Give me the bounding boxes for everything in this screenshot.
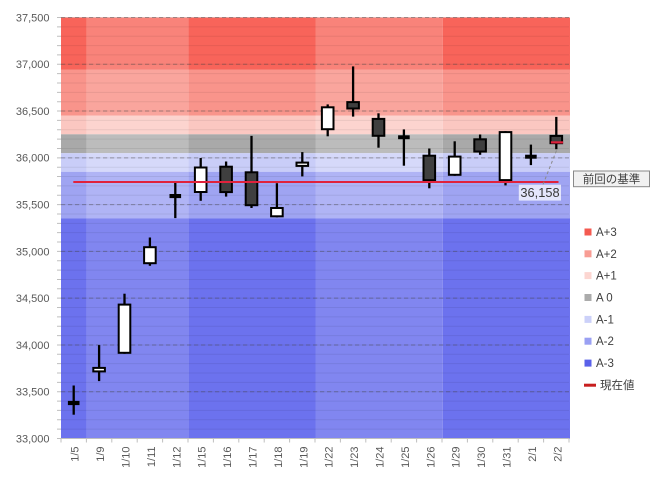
svg-text:1/15: 1/15 [197,447,209,468]
svg-text:A+2: A+2 [596,249,617,261]
svg-text:1/5: 1/5 [70,447,82,462]
svg-text:1/24: 1/24 [375,447,387,468]
svg-text:1/22: 1/22 [324,447,336,468]
svg-text:A-2: A-2 [596,336,614,348]
svg-text:37,500: 37,500 [16,12,50,24]
svg-text:37,000: 37,000 [16,59,50,71]
svg-text:1/31: 1/31 [502,447,514,468]
svg-text:35,500: 35,500 [16,200,50,212]
svg-text:1/17: 1/17 [248,447,260,468]
svg-text:1/25: 1/25 [400,447,412,468]
svg-text:A+3: A+3 [596,227,617,239]
svg-text:1/29: 1/29 [451,447,463,468]
svg-text:現在値: 現在値 [600,379,635,392]
svg-text:1/30: 1/30 [476,447,488,468]
svg-text:1/18: 1/18 [273,447,285,468]
svg-text:1/23: 1/23 [349,447,361,468]
svg-text:1/9: 1/9 [95,447,107,462]
svg-text:36,158: 36,158 [520,185,559,200]
svg-text:1/16: 1/16 [222,447,234,468]
svg-text:A 0: A 0 [596,293,613,305]
svg-text:A-3: A-3 [596,358,614,370]
svg-text:33,000: 33,000 [16,433,50,445]
svg-text:A-1: A-1 [596,314,614,326]
svg-text:1/26: 1/26 [425,447,437,468]
svg-text:34,000: 34,000 [16,340,50,352]
svg-text:36,500: 36,500 [16,106,50,118]
svg-text:1/10: 1/10 [121,447,133,468]
svg-text:A+1: A+1 [596,271,617,283]
svg-text:33,500: 33,500 [16,387,50,399]
svg-text:35,000: 35,000 [16,246,50,258]
svg-text:1/11: 1/11 [146,447,158,468]
svg-text:1/19: 1/19 [298,447,310,468]
svg-text:2/1: 2/1 [527,447,539,462]
svg-text:前回の基準: 前回の基準 [583,172,641,186]
svg-text:36,000: 36,000 [16,153,50,165]
svg-text:2/2: 2/2 [552,447,564,462]
svg-text:34,500: 34,500 [16,293,50,305]
svg-text:1/12: 1/12 [171,447,183,468]
